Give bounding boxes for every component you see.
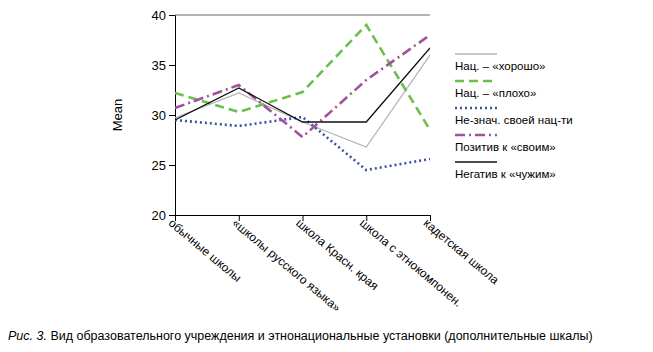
y-tick-mark xyxy=(169,15,175,16)
legend-swatch xyxy=(455,53,497,54)
y-tick-label: 30 xyxy=(152,108,166,123)
y-tick-mark xyxy=(169,65,175,66)
series-line xyxy=(175,117,430,170)
x-tick-label: школа с этнокомпонен. xyxy=(357,216,465,310)
x-tick-label: «школы русского языка» xyxy=(229,216,343,315)
legend-label: Не-знач. своей нац-ти xyxy=(455,114,573,126)
x-tick: кадетская школа xyxy=(421,215,502,287)
y-axis: 20 25 30 35 40 xyxy=(152,8,176,223)
series-line xyxy=(175,25,430,130)
y-tick-mark xyxy=(169,115,175,116)
plot-area xyxy=(175,25,430,170)
y-tick-label: 40 xyxy=(152,8,166,23)
legend-swatch xyxy=(455,161,497,162)
y-tick-label: 25 xyxy=(152,158,166,173)
legend-swatch xyxy=(455,107,497,110)
y-tick: 35 xyxy=(152,58,175,73)
y-tick-label: 35 xyxy=(152,58,166,73)
x-tick: «школы русского языка» xyxy=(229,215,343,315)
series-line xyxy=(175,48,430,122)
series-line xyxy=(175,35,430,137)
y-tick-label: 20 xyxy=(152,208,166,223)
y-tick-mark xyxy=(169,165,175,166)
legend-swatch xyxy=(455,80,497,83)
legend-label: Позитив к «своим» xyxy=(455,141,556,153)
y-tick: 25 xyxy=(152,158,175,173)
legend: Нац. – «хорошо» Нац. – «плохо» Не-знач. св… xyxy=(455,54,573,180)
y-axis-title: Mean xyxy=(110,99,125,132)
y-axis-line xyxy=(175,16,176,216)
x-axis: обычные школы«школы русского языка»школа… xyxy=(166,215,502,315)
y-tick: 40 xyxy=(152,8,175,23)
legend-label: Нац. – «плохо» xyxy=(455,87,536,99)
chart: 20 25 30 35 40 обычные школы«школы русского я… xyxy=(0,0,653,352)
x-tick: школа с этнокомпонен. xyxy=(357,215,465,310)
y-tick: 30 xyxy=(152,108,175,123)
legend-swatch xyxy=(455,134,497,137)
x-tick-label: кадетская школа xyxy=(421,216,502,287)
caption: Рис. 3. Вид образовательного учреждения … xyxy=(8,329,593,343)
legend-label: Нац. – «хорошо» xyxy=(455,60,546,72)
legend-label: Негатив к «чужим» xyxy=(455,168,556,180)
frame xyxy=(175,15,430,16)
